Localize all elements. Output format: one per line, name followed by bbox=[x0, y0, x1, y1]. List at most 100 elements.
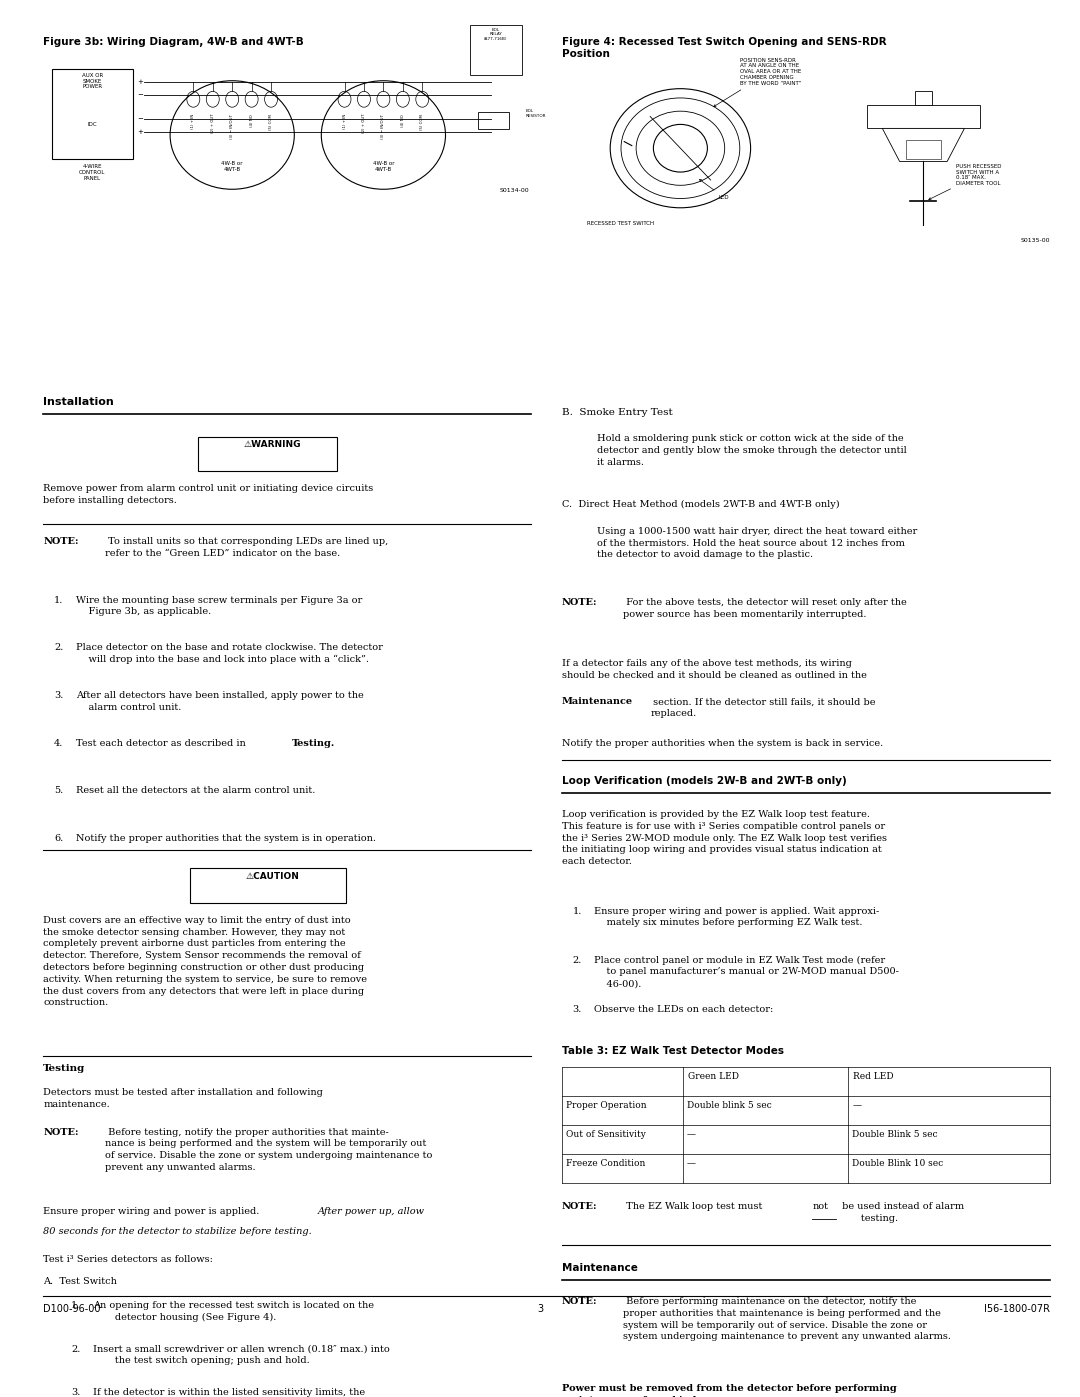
Text: A.  Test Switch: A. Test Switch bbox=[43, 1277, 117, 1287]
Text: After power up, allow: After power up, allow bbox=[318, 1207, 424, 1215]
Text: (5) COM: (5) COM bbox=[420, 113, 424, 130]
Text: Test i³ Series detectors as follows:: Test i³ Series detectors as follows: bbox=[43, 1255, 213, 1264]
Text: LED: LED bbox=[700, 179, 729, 200]
Text: POSITION SENS-RDR
AT AN ANGLE ON THE
OVAL AREA OR AT THE
CHAMBER OPENING
BY THE : POSITION SENS-RDR AT AN ANGLE ON THE OVA… bbox=[714, 57, 801, 106]
Text: Red LED: Red LED bbox=[853, 1071, 894, 1081]
Text: (4) NO: (4) NO bbox=[249, 113, 254, 127]
Text: S0135-00: S0135-00 bbox=[1021, 239, 1050, 243]
Text: Wire the mounting base screw terminals per Figure 3a or
    Figure 3b, as applic: Wire the mounting base screw terminals p… bbox=[76, 595, 362, 616]
Text: Notify the proper authorities that the system is in operation.: Notify the proper authorities that the s… bbox=[76, 834, 376, 842]
Text: I56-1800-07R: I56-1800-07R bbox=[984, 1303, 1050, 1313]
Text: Installation: Installation bbox=[43, 397, 114, 407]
Text: To install units so that corresponding LEDs are lined up,
refer to the “Green LE: To install units so that corresponding L… bbox=[105, 538, 388, 559]
Text: Green LED: Green LED bbox=[688, 1071, 739, 1081]
Text: EOL
RESISTOR: EOL RESISTOR bbox=[526, 109, 546, 117]
Text: After all detectors have been installed, apply power to the
    alarm control un: After all detectors have been installed,… bbox=[76, 692, 363, 711]
Text: D100-96-00: D100-96-00 bbox=[43, 1303, 100, 1313]
Text: 1.: 1. bbox=[572, 907, 582, 915]
Text: 4W-B or
4WT-B: 4W-B or 4WT-B bbox=[373, 162, 394, 172]
Text: 6.: 6. bbox=[54, 834, 64, 842]
Text: (5) COM: (5) COM bbox=[269, 113, 273, 130]
FancyBboxPatch shape bbox=[198, 437, 337, 471]
Text: Out of Sensitivity: Out of Sensitivity bbox=[566, 1130, 646, 1140]
Text: Freeze Condition: Freeze Condition bbox=[566, 1160, 645, 1168]
Text: Reset all the detectors at the alarm control unit.: Reset all the detectors at the alarm con… bbox=[76, 787, 315, 795]
Ellipse shape bbox=[610, 88, 751, 208]
Text: Place detector on the base and rotate clockwise. The detector
    will drop into: Place detector on the base and rotate cl… bbox=[76, 643, 382, 665]
Text: If the detector is within the listed sensitivity limits, the
       detector’s r: If the detector is within the listed sen… bbox=[93, 1389, 372, 1397]
Text: Dust covers are an effective way to limit the entry of dust into
the smoke detec: Dust covers are an effective way to limi… bbox=[43, 916, 367, 1007]
Text: 80 seconds for the detector to stabilize before testing.: 80 seconds for the detector to stabilize… bbox=[43, 1227, 312, 1236]
Text: 1.: 1. bbox=[71, 1301, 81, 1310]
Text: NOTE:: NOTE: bbox=[43, 538, 79, 546]
Text: +: + bbox=[137, 129, 143, 136]
Ellipse shape bbox=[636, 112, 725, 186]
Text: Before performing maintenance on the detector, notify the
proper authorities tha: Before performing maintenance on the det… bbox=[623, 1296, 951, 1341]
Text: An opening for the recessed test switch is located on the
       detector housin: An opening for the recessed test switch … bbox=[93, 1301, 374, 1322]
Text: RECESSED TEST SWITCH: RECESSED TEST SWITCH bbox=[588, 221, 654, 226]
Text: (3) − IN/OUT: (3) − IN/OUT bbox=[381, 113, 386, 138]
Text: Figure 3b: Wiring Diagram, 4W-B and 4WT-B: Figure 3b: Wiring Diagram, 4W-B and 4WT-… bbox=[43, 38, 303, 47]
Text: −: − bbox=[137, 116, 143, 122]
Ellipse shape bbox=[322, 81, 446, 189]
Text: —: — bbox=[687, 1130, 696, 1140]
Text: Ensure proper wiring and power is applied.: Ensure proper wiring and power is applie… bbox=[43, 1207, 262, 1215]
Text: 3.: 3. bbox=[71, 1389, 81, 1397]
Text: IDC: IDC bbox=[87, 122, 97, 127]
Text: Ensure proper wiring and power is applied. Wait approxi-
    mately six minutes : Ensure proper wiring and power is applie… bbox=[594, 907, 879, 928]
Text: ⚠WARNING: ⚠WARNING bbox=[243, 440, 301, 450]
Text: Before testing, notify the proper authorities that mainte-
nance is being perfor: Before testing, notify the proper author… bbox=[105, 1127, 432, 1172]
Text: Insert a small screwdriver or allen wrench (0.18″ max.) into
       the test swi: Insert a small screwdriver or allen wren… bbox=[93, 1345, 390, 1365]
Ellipse shape bbox=[653, 124, 707, 172]
Text: Power must be removed from the detector before performing
maintenance of any kin: Power must be removed from the detector … bbox=[562, 1384, 896, 1397]
Text: ⚠CAUTION: ⚠CAUTION bbox=[245, 872, 299, 880]
Text: Test each detector as described in: Test each detector as described in bbox=[76, 739, 248, 747]
Text: Detectors must be tested after installation and following
maintenance.: Detectors must be tested after installat… bbox=[43, 1088, 323, 1109]
Text: For the above tests, the detector will reset only after the
power source has bee: For the above tests, the detector will r… bbox=[623, 598, 907, 619]
Text: C.  Direct Heat Method (models 2WT-B and 4WT-B only): C. Direct Heat Method (models 2WT-B and … bbox=[562, 500, 839, 510]
Text: Hold a smoldering punk stick or cotton wick at the side of the
detector and gent: Hold a smoldering punk stick or cotton w… bbox=[597, 434, 907, 467]
Text: (3) − IN/OUT: (3) − IN/OUT bbox=[230, 113, 234, 138]
Text: Testing: Testing bbox=[43, 1065, 85, 1073]
Text: Notify the proper authorities when the system is back in service.: Notify the proper authorities when the s… bbox=[562, 739, 882, 747]
Text: NOTE:: NOTE: bbox=[562, 1201, 597, 1211]
Text: 4.: 4. bbox=[54, 739, 64, 747]
Text: −: − bbox=[137, 92, 143, 98]
Text: (4) NO: (4) NO bbox=[401, 113, 405, 127]
Text: not: not bbox=[812, 1201, 828, 1211]
Text: Double blink 5 sec: Double blink 5 sec bbox=[687, 1101, 771, 1111]
Text: 4W-B or
4WT-B: 4W-B or 4WT-B bbox=[221, 162, 243, 172]
Text: Loop verification is provided by the EZ Walk loop test feature.
This feature is : Loop verification is provided by the EZ … bbox=[562, 810, 887, 866]
Ellipse shape bbox=[171, 81, 294, 189]
Text: EOL
RELAY
(A77-716B): EOL RELAY (A77-716B) bbox=[484, 28, 508, 41]
Text: (2) + OUT: (2) + OUT bbox=[211, 113, 215, 134]
Text: NOTE:: NOTE: bbox=[562, 1296, 597, 1306]
FancyBboxPatch shape bbox=[915, 91, 932, 105]
Text: (1) + IN: (1) + IN bbox=[342, 113, 347, 129]
Text: Loop Verification (models 2W-B and 2WT-B only): Loop Verification (models 2W-B and 2WT-B… bbox=[562, 775, 847, 785]
Ellipse shape bbox=[621, 98, 740, 198]
FancyBboxPatch shape bbox=[906, 140, 941, 159]
FancyBboxPatch shape bbox=[52, 68, 133, 159]
FancyBboxPatch shape bbox=[867, 105, 980, 129]
Text: 2.: 2. bbox=[572, 956, 582, 964]
Text: 3: 3 bbox=[537, 1303, 543, 1313]
Text: Using a 1000-1500 watt hair dryer, direct the heat toward either
of the thermist: Using a 1000-1500 watt hair dryer, direc… bbox=[597, 527, 918, 559]
Text: If a detector fails any of the above test methods, its wiring
should be checked : If a detector fails any of the above tes… bbox=[562, 659, 866, 692]
Text: section. If the detector still fails, it should be
replaced.: section. If the detector still fails, it… bbox=[650, 697, 876, 718]
Text: NOTE:: NOTE: bbox=[562, 598, 597, 608]
Text: Place control panel or module in EZ Walk Test mode (refer
    to panel manufactu: Place control panel or module in EZ Walk… bbox=[594, 956, 899, 988]
Text: (2) + OUT: (2) + OUT bbox=[362, 113, 366, 134]
Text: The EZ Walk loop test must: The EZ Walk loop test must bbox=[623, 1201, 766, 1211]
Text: AUX OR
SMOKE
POWER: AUX OR SMOKE POWER bbox=[82, 73, 103, 89]
Text: —: — bbox=[852, 1101, 861, 1111]
Text: —: — bbox=[687, 1160, 696, 1168]
Text: 2.: 2. bbox=[54, 643, 64, 652]
Text: 5.: 5. bbox=[54, 787, 64, 795]
Text: Double Blink 5 sec: Double Blink 5 sec bbox=[852, 1130, 937, 1140]
Text: +: + bbox=[137, 80, 143, 85]
Text: Table 3: EZ Walk Test Detector Modes: Table 3: EZ Walk Test Detector Modes bbox=[562, 1045, 784, 1056]
Text: be used instead of alarm
       testing.: be used instead of alarm testing. bbox=[839, 1201, 964, 1222]
Text: Proper Operation: Proper Operation bbox=[566, 1101, 647, 1111]
Text: Figure 4: Recessed Test Switch Opening and SENS-RDR
Position: Figure 4: Recessed Test Switch Opening a… bbox=[562, 38, 887, 59]
